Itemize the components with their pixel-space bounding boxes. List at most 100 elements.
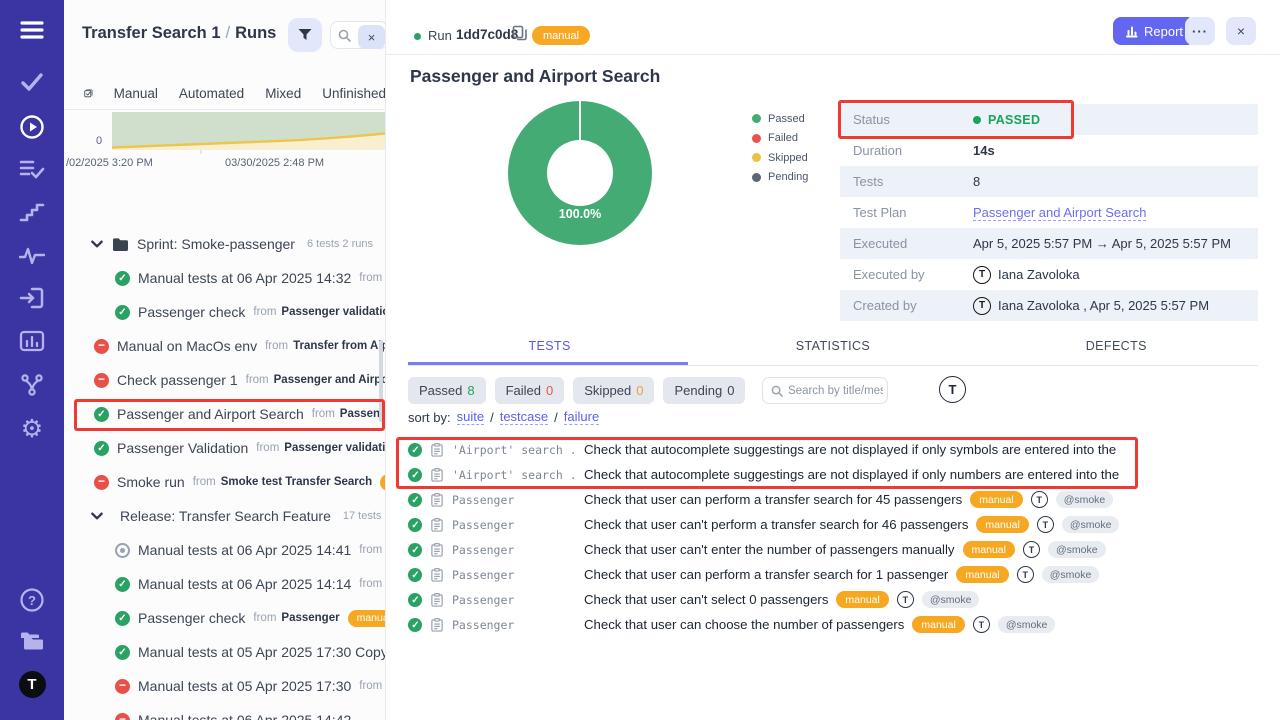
legend-label: Failed [768, 132, 798, 145]
test-suite: 'Airport' search ... [452, 442, 576, 457]
app-logo[interactable]: T [0, 671, 64, 698]
runs-search-close-button[interactable]: × [358, 25, 385, 49]
play-circle-icon[interactable] [0, 114, 64, 140]
filter-failed-button[interactable]: Failed 0 [494, 377, 565, 404]
activity-icon[interactable] [0, 244, 64, 266]
info-label: Executed [853, 236, 908, 251]
tab-tests[interactable]: TESTS [528, 339, 571, 353]
sort-by-testcase[interactable]: testcase [499, 409, 549, 425]
tab-unfinished[interactable]: Unfinished [322, 86, 386, 101]
passed-status-icon [408, 617, 423, 633]
tab-manual[interactable]: Manual [113, 86, 158, 101]
tree-run-item[interactable]: Manual tests at 06 Apr 2025 14:32 from P… [64, 261, 385, 295]
run-source: Transfer from Aiport [293, 340, 385, 352]
tree-run-item[interactable]: Manual tests at 06 Apr 2025 14:41 from T… [64, 533, 385, 567]
filter-button[interactable] [288, 18, 322, 52]
chevron-down-icon[interactable] [90, 237, 104, 251]
smoke-tag[interactable]: @smoke [1055, 491, 1114, 508]
check-icon[interactable] [0, 72, 64, 92]
tab-statistics[interactable]: STATISTICS [795, 339, 871, 353]
filter-passed-button[interactable]: Passed 8 [408, 377, 486, 404]
filter-skipped-button[interactable]: Skipped 0 [573, 377, 655, 404]
results-donut-chart: 100.0% [508, 101, 652, 245]
filter-pending-button[interactable]: Pending 0 [663, 377, 746, 404]
folders-icon[interactable] [0, 629, 64, 653]
test-row[interactable]: Passenger Check that user can choose the… [400, 612, 1144, 637]
copy-run-id-button[interactable] [512, 25, 527, 44]
tree-run-item[interactable]: Passenger Validation from Passenger vali… [64, 431, 385, 465]
test-row[interactable]: Passenger Check that user can't perform … [400, 512, 1144, 537]
run-detail-panel: Run 1dd7c0d8 manual Report ··· × Passeng… [386, 0, 1280, 720]
run-title: Passenger Validation [117, 440, 249, 456]
failed-status-icon [115, 678, 130, 694]
smoke-tag[interactable]: @smoke [921, 591, 980, 608]
bar-chart-icon[interactable] [0, 330, 64, 352]
smoke-tag[interactable]: @smoke [997, 616, 1056, 633]
tree-run-item[interactable]: Check passenger 1 from Passenger and Air… [64, 363, 385, 397]
clipboard-icon [431, 467, 443, 482]
menu-icon[interactable] [0, 20, 64, 40]
run-title: Smoke run [117, 474, 185, 490]
test-row[interactable]: 'Airport' search ... Check that autocomp… [400, 462, 1144, 487]
more-actions-button[interactable]: ··· [1185, 17, 1215, 45]
test-plan-link[interactable]: Passenger and Airport Search [973, 204, 1147, 221]
passed-status-icon [408, 517, 423, 533]
tree-folder[interactable]: Sprint: Smoke-passenger 6 tests 2 runs [64, 227, 385, 261]
sparkline-x-tick: 03/30/2025 2:48 PM [225, 157, 325, 169]
tree-run-item[interactable]: Manual tests at 06 Apr 2025 14:14 from P… [64, 567, 385, 601]
tab-defects[interactable]: DEFECTS [1085, 339, 1147, 353]
tree-run-item[interactable]: Manual tests at 05 Apr 2025 17:30 Copy f… [64, 635, 385, 669]
close-run-button[interactable]: × [1226, 17, 1256, 45]
test-row[interactable]: 'Airport' search ... Check that autocomp… [400, 437, 1144, 462]
tab-automated[interactable]: Automated [178, 86, 245, 101]
smoke-tag[interactable]: @smoke [1061, 516, 1120, 533]
test-title: Check that user can't perform a transfer… [584, 517, 969, 532]
assignee-filter-button[interactable]: T [939, 376, 966, 403]
tree-run-item[interactable]: Manual tests at 06 Apr 2025 14:42 [64, 703, 385, 720]
breadcrumb-project[interactable]: Transfer Search 1 [82, 24, 221, 42]
chevron-down-icon[interactable] [90, 509, 104, 523]
list-check-icon[interactable] [0, 158, 64, 180]
passed-status-icon [408, 467, 423, 483]
tree-run-item[interactable]: Manual tests at 05 Apr 2025 17:30 from T… [64, 669, 385, 703]
from-label: from [359, 544, 383, 556]
assignee-avatar: T [1022, 541, 1040, 558]
tree-run-item[interactable]: Passenger check from Passenger validatio… [64, 295, 385, 329]
tree-run-item-selected[interactable]: Passenger and Airport Search from Passen… [64, 397, 385, 431]
tree-run-item[interactable]: Manual on MacOs env from Transfer from A… [64, 329, 385, 363]
gear-icon[interactable]: ⚙ [20, 415, 44, 443]
from-label: from [265, 340, 289, 352]
test-row[interactable]: Passenger Check that user can't select 0… [400, 587, 1144, 612]
tree-folder[interactable]: Release: Transfer Search Feature 17 test… [64, 499, 385, 533]
branch-icon[interactable] [0, 373, 64, 397]
legend-dot-failed [752, 133, 761, 143]
test-row[interactable]: Passenger Check that user can perform a … [400, 487, 1144, 512]
legend-item-pending: Pending [752, 168, 808, 188]
info-label: Executed by [853, 267, 925, 282]
report-chart-icon [1126, 26, 1138, 37]
sort-by-suite[interactable]: suite [456, 409, 485, 425]
info-value: Iana Zavoloka [998, 267, 1080, 282]
tab-mixed[interactable]: Mixed [265, 86, 302, 101]
runs-filter-tabs: Manual Automated Mixed Unfinished [64, 78, 386, 110]
tree-run-item[interactable]: Passenger check from Passenger manual 6 [64, 601, 385, 635]
select-all-icon[interactable] [84, 85, 93, 102]
assignee-avatar: T [1030, 491, 1048, 508]
from-label: from [253, 306, 277, 318]
clipboard-icon [431, 617, 443, 632]
tests-search-input[interactable] [762, 377, 888, 404]
smoke-tag[interactable]: @smoke [1047, 541, 1106, 558]
help-icon[interactable]: ? [0, 587, 64, 613]
test-row[interactable]: Passenger Check that user can't enter th… [400, 537, 1144, 562]
steps-icon[interactable] [0, 201, 64, 223]
test-title: Check that user can't select 0 passenger… [584, 592, 829, 607]
tests-search-field[interactable] [788, 384, 883, 397]
tree-run-item[interactable]: Smoke run from Smoke test Transfer Searc… [64, 465, 385, 499]
sort-by-failure[interactable]: failure [563, 409, 600, 425]
scrollbar-thumb[interactable] [379, 340, 383, 422]
report-button[interactable]: Report [1113, 17, 1196, 45]
test-row[interactable]: Passenger Check that user can perform a … [400, 562, 1144, 587]
smoke-tag[interactable]: @smoke [1041, 566, 1100, 583]
sign-in-icon[interactable] [0, 286, 64, 310]
